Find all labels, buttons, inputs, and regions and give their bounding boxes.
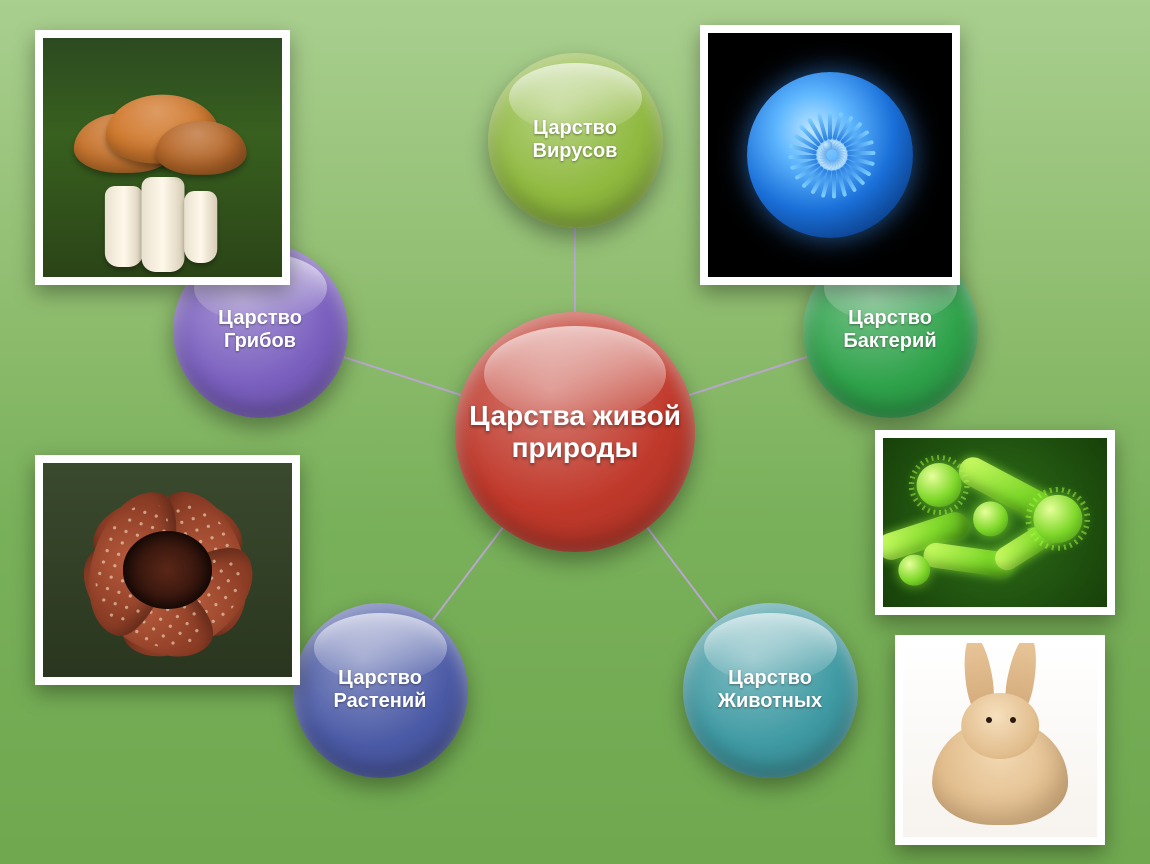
photo-content [43,38,282,277]
mushrooms-photo [35,30,290,285]
node-label: Царство Грибов [183,307,338,353]
node-label: Царство Животных [693,667,848,713]
rafflesia-photo [35,455,300,685]
node-label: Царство Вирусов [498,117,653,163]
photo-content [43,463,292,677]
center-label: Царства живой природы [465,400,685,464]
node-animals: Царство Животных [683,603,858,778]
node-label: Царство Бактерий [813,307,968,353]
node-viruses: Царство Вирусов [488,53,663,228]
center-node: Царства живой природы [455,312,695,552]
photo-content [708,33,952,277]
bacteria-photo [875,430,1115,615]
virus-photo [700,25,960,285]
node-plants: Царство Растений [293,603,468,778]
photo-content [883,438,1107,607]
photo-content [903,643,1097,837]
node-label: Царство Растений [303,667,458,713]
rabbit-photo [895,635,1105,845]
